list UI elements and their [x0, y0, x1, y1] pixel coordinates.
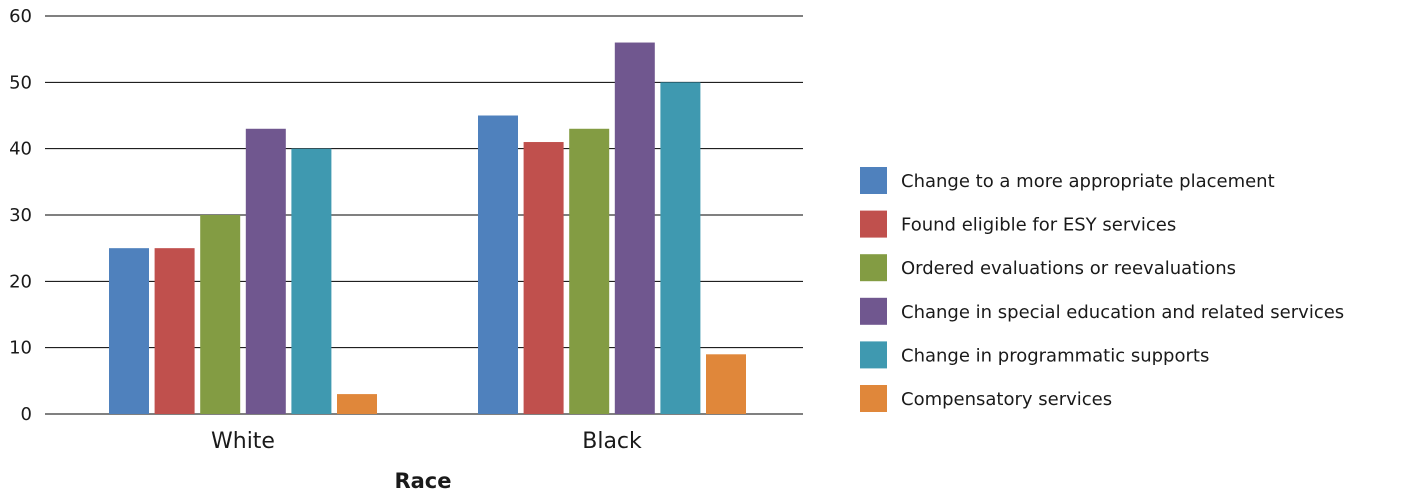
- legend-swatch: [860, 341, 887, 369]
- legend-swatch: [860, 167, 887, 194]
- bar: [660, 82, 701, 414]
- bar: [523, 142, 564, 415]
- legend-label: Change in special education and related …: [901, 302, 1344, 323]
- legend-swatch: [860, 297, 887, 325]
- bar: [109, 248, 149, 414]
- bar: [337, 394, 377, 414]
- y-tick-label: 20: [9, 271, 32, 292]
- x-axis-categories: White Black: [211, 429, 642, 454]
- bar: [478, 115, 518, 414]
- legend: Change to a more appropriate placement Fo…: [860, 167, 1344, 412]
- y-axis-ticks: 0 10 20 30 40 50 60: [9, 6, 32, 425]
- bar: [200, 215, 241, 414]
- x-category-label: Black: [582, 429, 642, 454]
- y-tick-label: 30: [9, 205, 32, 226]
- legend-label: Change in programmatic supports: [901, 345, 1209, 366]
- bar: [154, 248, 195, 414]
- x-category-label: White: [211, 429, 275, 454]
- y-tick-label: 10: [9, 338, 32, 359]
- y-tick-label: 60: [9, 6, 32, 27]
- x-axis-title: Race: [394, 469, 451, 493]
- y-tick-label: 40: [9, 139, 32, 160]
- y-tick-label: 50: [9, 72, 32, 93]
- legend-swatch: [860, 385, 887, 412]
- legend-label: Change to a more appropriate placement: [901, 171, 1275, 192]
- bar: [245, 128, 286, 414]
- bar: [291, 148, 332, 414]
- legend-swatch: [860, 254, 887, 282]
- legend-label: Found eligible for ESY services: [901, 215, 1176, 236]
- bar: [706, 354, 746, 414]
- bar: [569, 128, 610, 414]
- bars: [109, 42, 746, 415]
- legend-label: Compensatory services: [901, 389, 1112, 410]
- bar: [614, 42, 655, 415]
- legend-label: Ordered evaluations or reevaluations: [901, 258, 1236, 279]
- legend-swatch: [860, 210, 887, 238]
- y-tick-label: 0: [21, 404, 32, 425]
